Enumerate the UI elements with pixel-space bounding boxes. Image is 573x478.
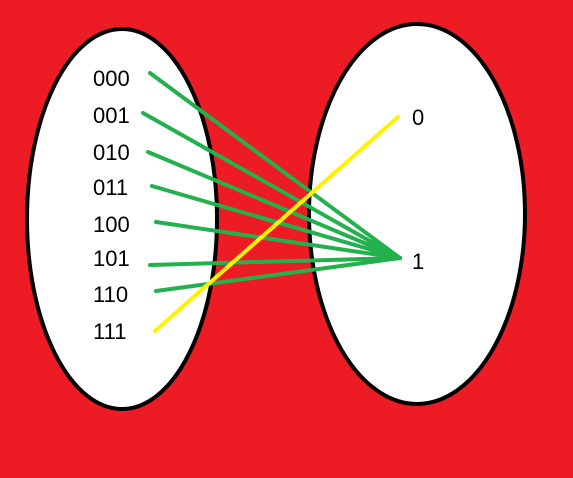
codomain-label-0: 0 (412, 105, 424, 130)
domain-labels: 000 001 010 011 100 101 110 111 (93, 66, 130, 344)
domain-label-110: 110 (93, 282, 128, 307)
domain-label-001: 001 (93, 103, 130, 128)
mapping-lines (141, 71, 402, 333)
mapping-line-010-to-1 (146, 150, 402, 260)
codomain-label-1: 1 (412, 249, 424, 274)
domain-label-011: 011 (93, 175, 128, 200)
domain-label-101: 101 (93, 246, 130, 271)
domain-label-111: 111 (93, 319, 126, 344)
codomain-labels: 0 1 (412, 105, 424, 274)
domain-set-ellipse (25, 27, 219, 411)
domain-label-000: 000 (93, 66, 130, 91)
mapping-line-001-to-1 (141, 111, 402, 260)
domain-label-010: 010 (93, 140, 130, 165)
codomain-set-ellipse (307, 22, 527, 406)
mapping-line-100-to-1 (154, 220, 402, 260)
mapping-line-110-to-1 (154, 256, 402, 293)
domain-label-100: 100 (93, 212, 130, 237)
mapping-line-000-to-1 (148, 71, 402, 260)
mapping-line-101-to-1 (148, 256, 402, 267)
mapping-line-111-to-0 (153, 115, 400, 333)
